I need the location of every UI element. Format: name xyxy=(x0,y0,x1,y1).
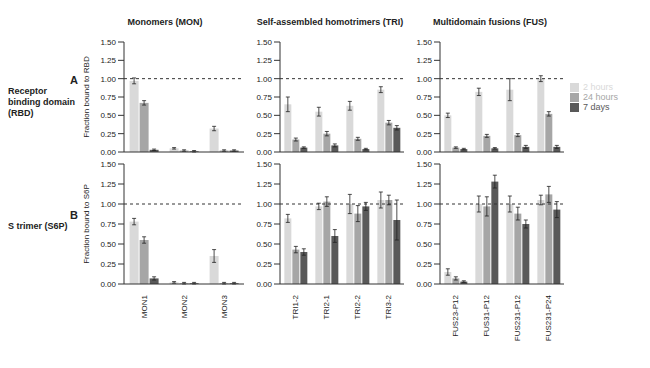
svg-text:1.50: 1.50 xyxy=(416,160,432,169)
html-text:Multidomain fusions (FUS): Multidomain fusions (FUS) xyxy=(433,17,547,27)
svg-text:1.00: 1.00 xyxy=(256,75,272,84)
svg-text:TRI1-2: TRI1-2 xyxy=(291,294,300,319)
svg-text:0.00: 0.00 xyxy=(100,148,116,157)
svg-text:FUS23-P12: FUS23-P12 xyxy=(451,294,460,336)
svg-text:1.50: 1.50 xyxy=(100,160,116,169)
svg-text:0.50: 0.50 xyxy=(416,240,432,249)
svg-text:Fraction bound to RBD: Fraction bound to RBD xyxy=(82,56,91,138)
svg-text:0.50: 0.50 xyxy=(416,111,432,120)
svg-text:1.00: 1.00 xyxy=(100,200,116,209)
html-text:Self-assembled homotrimers (TR: Self-assembled homotrimers (TRI) xyxy=(256,17,404,27)
svg-text:1.50: 1.50 xyxy=(256,160,272,169)
svg-text:0.25: 0.25 xyxy=(100,130,116,139)
svg-text:0.50: 0.50 xyxy=(100,240,116,249)
svg-text:1.00: 1.00 xyxy=(100,75,116,84)
svg-text:0.75: 0.75 xyxy=(100,93,116,102)
svg-text:MON1: MON1 xyxy=(140,294,149,318)
svg-text:FUS231-P24: FUS231-P24 xyxy=(544,294,553,341)
svg-text:TRI2-2: TRI2-2 xyxy=(353,294,362,319)
svg-text:1.25: 1.25 xyxy=(256,180,272,189)
svg-text:1.50: 1.50 xyxy=(100,38,116,47)
svg-text:0.25: 0.25 xyxy=(416,260,432,269)
svg-text:0.50: 0.50 xyxy=(256,111,272,120)
svg-text:1.25: 1.25 xyxy=(256,56,272,65)
svg-text:1.25: 1.25 xyxy=(100,180,116,189)
html-text:24 hours: 24 hours xyxy=(583,91,618,102)
svg-text:1.25: 1.25 xyxy=(100,56,116,65)
svg-text:TRI3-2: TRI3-2 xyxy=(384,294,393,319)
html-text:Monomers (MON): Monomers (MON) xyxy=(127,17,203,27)
svg-text:1.00: 1.00 xyxy=(416,75,432,84)
svg-text:0.25: 0.25 xyxy=(416,130,432,139)
html-text:B: B xyxy=(70,209,78,221)
html-text:2 hours: 2 hours xyxy=(583,81,613,92)
svg-text:1.50: 1.50 xyxy=(256,38,272,47)
svg-text:0.00: 0.00 xyxy=(416,280,432,289)
svg-text:0.75: 0.75 xyxy=(256,220,272,229)
svg-text:MON3: MON3 xyxy=(220,294,229,318)
svg-text:0.25: 0.25 xyxy=(256,130,272,139)
svg-text:1.00: 1.00 xyxy=(416,200,432,209)
svg-text:Fraction bound to S6P: Fraction bound to S6P xyxy=(82,184,91,264)
svg-text:0.50: 0.50 xyxy=(256,240,272,249)
html-text:Receptor binding domain (RBD): Receptor binding domain (RBD) xyxy=(8,86,75,118)
svg-text:0.00: 0.00 xyxy=(256,148,272,157)
svg-text:1.25: 1.25 xyxy=(416,180,432,189)
svg-text:0.75: 0.75 xyxy=(416,93,432,102)
svg-text:FUS31-P12: FUS31-P12 xyxy=(482,294,491,336)
svg-text:0.25: 0.25 xyxy=(256,260,272,269)
svg-text:1.00: 1.00 xyxy=(256,200,272,209)
svg-text:1.50: 1.50 xyxy=(416,38,432,47)
html-text:S trimer (S6P): S trimer (S6P) xyxy=(8,221,68,231)
svg-text:0.25: 0.25 xyxy=(100,260,116,269)
svg-text:FUS231-P12: FUS231-P12 xyxy=(513,294,522,341)
html-text:A: A xyxy=(70,74,78,86)
svg-text:0.75: 0.75 xyxy=(256,93,272,102)
svg-text:MON2: MON2 xyxy=(180,294,189,318)
svg-text:0.00: 0.00 xyxy=(100,280,116,289)
svg-text:0.75: 0.75 xyxy=(100,220,116,229)
svg-text:TRI2-1: TRI2-1 xyxy=(322,294,331,319)
svg-text:0.75: 0.75 xyxy=(416,220,432,229)
svg-text:0.00: 0.00 xyxy=(416,148,432,157)
svg-text:0.50: 0.50 xyxy=(100,111,116,120)
svg-text:0.00: 0.00 xyxy=(256,280,272,289)
html-text:7 days: 7 days xyxy=(583,102,610,113)
svg-text:1.25: 1.25 xyxy=(416,56,432,65)
